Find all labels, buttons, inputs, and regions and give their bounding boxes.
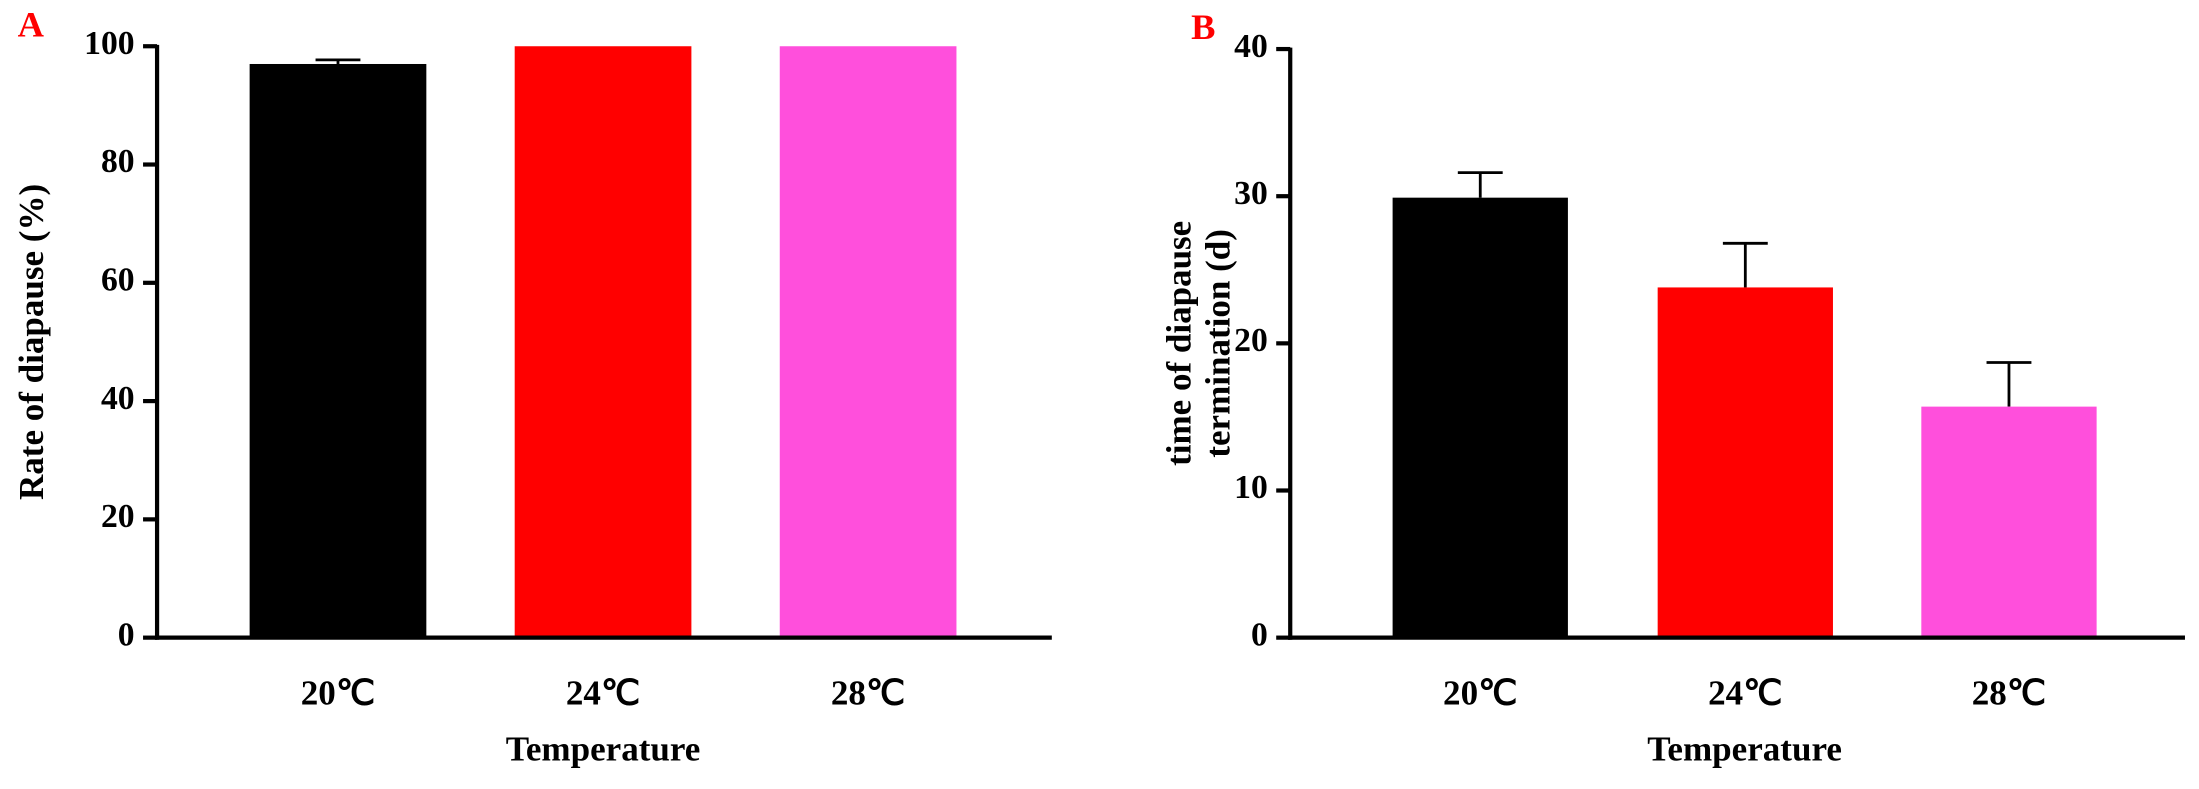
x-axis-label: Temperature (506, 730, 701, 769)
y-tick-label: 60 (101, 262, 135, 299)
bar (1657, 287, 1833, 638)
x-tick-label: 24℃ (566, 674, 640, 713)
bar (249, 63, 427, 638)
x-tick-label: 20℃ (301, 674, 375, 713)
y-axis-label: time of diapause (1159, 221, 1198, 466)
y-tick-label: 0 (118, 616, 135, 653)
x-tick-label: 28℃ (831, 674, 905, 713)
y-tick-label: 40 (1234, 28, 1268, 65)
panel-label: B (1191, 7, 1215, 47)
y-tick-label: 80 (101, 143, 135, 180)
y-tick-label: 30 (1234, 175, 1268, 212)
bar (514, 46, 692, 638)
bar (779, 46, 957, 638)
y-tick-label: 20 (101, 498, 135, 535)
bar (1392, 197, 1568, 638)
x-axis-label: Temperature (1647, 730, 1842, 769)
y-tick-label: 20 (1234, 322, 1268, 359)
y-tick-label: 40 (101, 380, 135, 417)
x-tick-label: 20℃ (1443, 674, 1517, 713)
x-tick-label: 24℃ (1708, 674, 1782, 713)
x-tick-label: 28℃ (1972, 674, 2046, 713)
y-axis-label: Rate of diapause (%) (12, 184, 51, 500)
y-axis-label: termination (d) (1199, 229, 1238, 458)
panel-label: A (18, 4, 45, 44)
y-tick-label: 100 (84, 25, 134, 62)
y-tick-label: 0 (1251, 616, 1268, 653)
bar (1921, 406, 2097, 638)
y-tick-label: 10 (1234, 469, 1268, 506)
